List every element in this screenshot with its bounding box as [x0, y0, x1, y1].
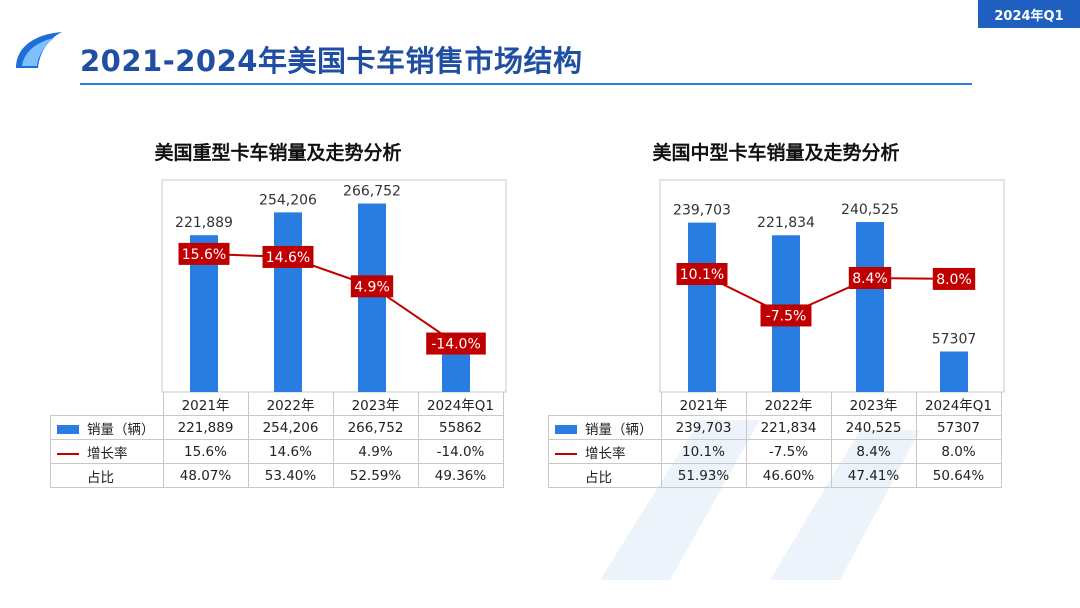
table-cell: 51.93% — [660, 463, 747, 488]
bar-value-label: 221,834 — [757, 215, 815, 231]
growth-label-box — [848, 266, 892, 289]
table-cell: 221,834 — [745, 415, 832, 440]
category-label: 2024年Q1 — [417, 392, 504, 416]
growth-label-box — [262, 245, 314, 268]
medium-truck-chart: 239,703 221,834 240,525 57307 10.1% -7.5% 8.4%… — [659, 179, 1005, 393]
growth-rate-label: 15.6% — [182, 247, 226, 263]
category-label: 2022年 — [247, 392, 334, 416]
table-cell: 240,525 — [830, 415, 917, 440]
legend-growth: 增长率 — [50, 439, 164, 464]
bar-value-label: 240,525 — [841, 202, 899, 218]
growth-label-box — [676, 262, 728, 285]
table-cell: 55862 — [417, 415, 504, 440]
bar-legend-swatch — [57, 425, 79, 434]
legend-sales: 销量（辆） — [50, 415, 164, 440]
bar-value-label: 221,889 — [175, 215, 233, 231]
legend-share: 占比 — [548, 463, 662, 488]
category-label: 2021年 — [162, 392, 249, 416]
table-header-row: 2021年 2022年 2023年 2024年Q1 — [549, 392, 1002, 416]
table-row-growth: 增长率 10.1% -7.5% 8.4% 8.0% — [548, 439, 1002, 464]
chart-title: 美国重型卡车销量及走势分析 — [154, 142, 402, 164]
legend-label: 销量（辆） — [87, 421, 155, 438]
table-row-share: 占比 51.93% 46.60% 47.41% 50.64% — [548, 463, 1002, 488]
legend-label: 销量（辆） — [585, 421, 653, 438]
medium-truck-chart-panel: 美国中型卡车销量及走势分析 239,703 221,834 240,525 57307… — [546, 120, 1006, 500]
category-label: 2021年 — [660, 392, 747, 416]
growth-label-box — [426, 332, 486, 355]
table-row-share: 占比 48.07% 53.40% 52.59% 49.36% — [50, 463, 504, 488]
bar-value-label: 266,752 — [343, 183, 401, 199]
table-row-sales: 销量（辆） 221,889 254,206 266,752 55862 — [50, 415, 504, 440]
table-cell: 49.36% — [417, 463, 504, 488]
legend-label: 占比 — [585, 469, 612, 486]
legend-sales: 销量（辆） — [548, 415, 662, 440]
heavy-truck-data-table: 2021年 2022年 2023年 2024年Q1 销量（辆） 221,889 … — [50, 392, 504, 488]
heavy-truck-chart: 221,889254,206266,7525586215.6%14.6%4.9%… — [161, 179, 507, 393]
table-cell: 50.64% — [915, 463, 1002, 488]
table-row-sales: 销量（辆） 239,703 221,834 240,525 57307 — [548, 415, 1002, 440]
table-cell: -14.0% — [417, 439, 504, 464]
legend-share: 占比 — [50, 463, 164, 488]
period-tag: 2024年Q1 — [978, 0, 1080, 28]
table-cell: 10.1% — [660, 439, 747, 464]
table-cell: 53.40% — [247, 463, 334, 488]
bar-value-label: 239,703 — [673, 203, 731, 219]
growth-rate-line — [701, 273, 955, 317]
growth-rate-line — [203, 252, 457, 345]
title-divider — [80, 83, 972, 85]
growth-label-box — [350, 275, 394, 298]
bar-2024年Q1 — [940, 351, 968, 392]
table-cell: 8.0% — [915, 439, 1002, 464]
category-label: 2022年 — [745, 392, 832, 416]
heavy-truck-chart-panel: 美国重型卡车销量及走势分析 221,889254,206266,75255862… — [48, 120, 508, 500]
category-label: 2024年Q1 — [915, 392, 1002, 416]
legend-label: 占比 — [87, 469, 114, 486]
bar-2023年 — [358, 203, 386, 392]
table-cell: 14.6% — [247, 439, 334, 464]
table-cell: 221,889 — [162, 415, 249, 440]
bar-2022年 — [274, 212, 302, 392]
table-cell: 254,206 — [247, 415, 334, 440]
category-label: 2023年 — [332, 392, 419, 416]
bar-2024年Q1 — [442, 352, 470, 392]
growth-rate-label: -14.0% — [431, 337, 481, 353]
bar-legend-swatch — [555, 425, 577, 434]
table-cell: 57307 — [915, 415, 1002, 440]
growth-rate-label: -7.5% — [766, 308, 807, 324]
growth-label-box — [178, 242, 230, 265]
table-cell: 47.41% — [830, 463, 917, 488]
bar-value-label: 57307 — [932, 332, 977, 348]
bar-2021年 — [688, 222, 716, 392]
bar-value-label: 254,206 — [259, 192, 317, 208]
table-cell: 48.07% — [162, 463, 249, 488]
table-row-growth: 增长率 15.6% 14.6% 4.9% -14.0% — [50, 439, 504, 464]
logo-icon — [16, 32, 62, 68]
category-label: 2023年 — [830, 392, 917, 416]
growth-rate-label: 4.9% — [354, 279, 390, 295]
legend-label: 增长率 — [585, 445, 626, 462]
medium-truck-data-table: 2021年 2022年 2023年 2024年Q1 销量（辆） 239,703 … — [548, 392, 1002, 488]
growth-label-box — [932, 267, 976, 290]
table-cell: 4.9% — [332, 439, 419, 464]
growth-rate-label: 14.6% — [266, 250, 310, 266]
growth-rate-label: 8.4% — [852, 271, 888, 287]
chart-title: 美国中型卡车销量及走势分析 — [652, 142, 900, 164]
growth-rate-label: 10.1% — [680, 267, 724, 283]
table-cell: 52.59% — [332, 463, 419, 488]
table-cell: 266,752 — [332, 415, 419, 440]
growth-label-box — [760, 304, 812, 327]
bar-2023年 — [856, 222, 884, 392]
line-legend-swatch — [555, 452, 577, 455]
table-cell: 8.4% — [830, 439, 917, 464]
table-cell: -7.5% — [745, 439, 832, 464]
table-header-row: 2021年 2022年 2023年 2024年Q1 — [51, 392, 504, 416]
table-cell: 15.6% — [162, 439, 249, 464]
legend-growth: 增长率 — [548, 439, 662, 464]
growth-rate-label: 8.0% — [936, 272, 972, 288]
table-cell: 239,703 — [660, 415, 747, 440]
legend-label: 增长率 — [87, 445, 128, 462]
page-title: 2021-2024年美国卡车销售市场结构 — [80, 44, 583, 78]
table-cell: 46.60% — [745, 463, 832, 488]
line-legend-swatch — [57, 452, 79, 455]
